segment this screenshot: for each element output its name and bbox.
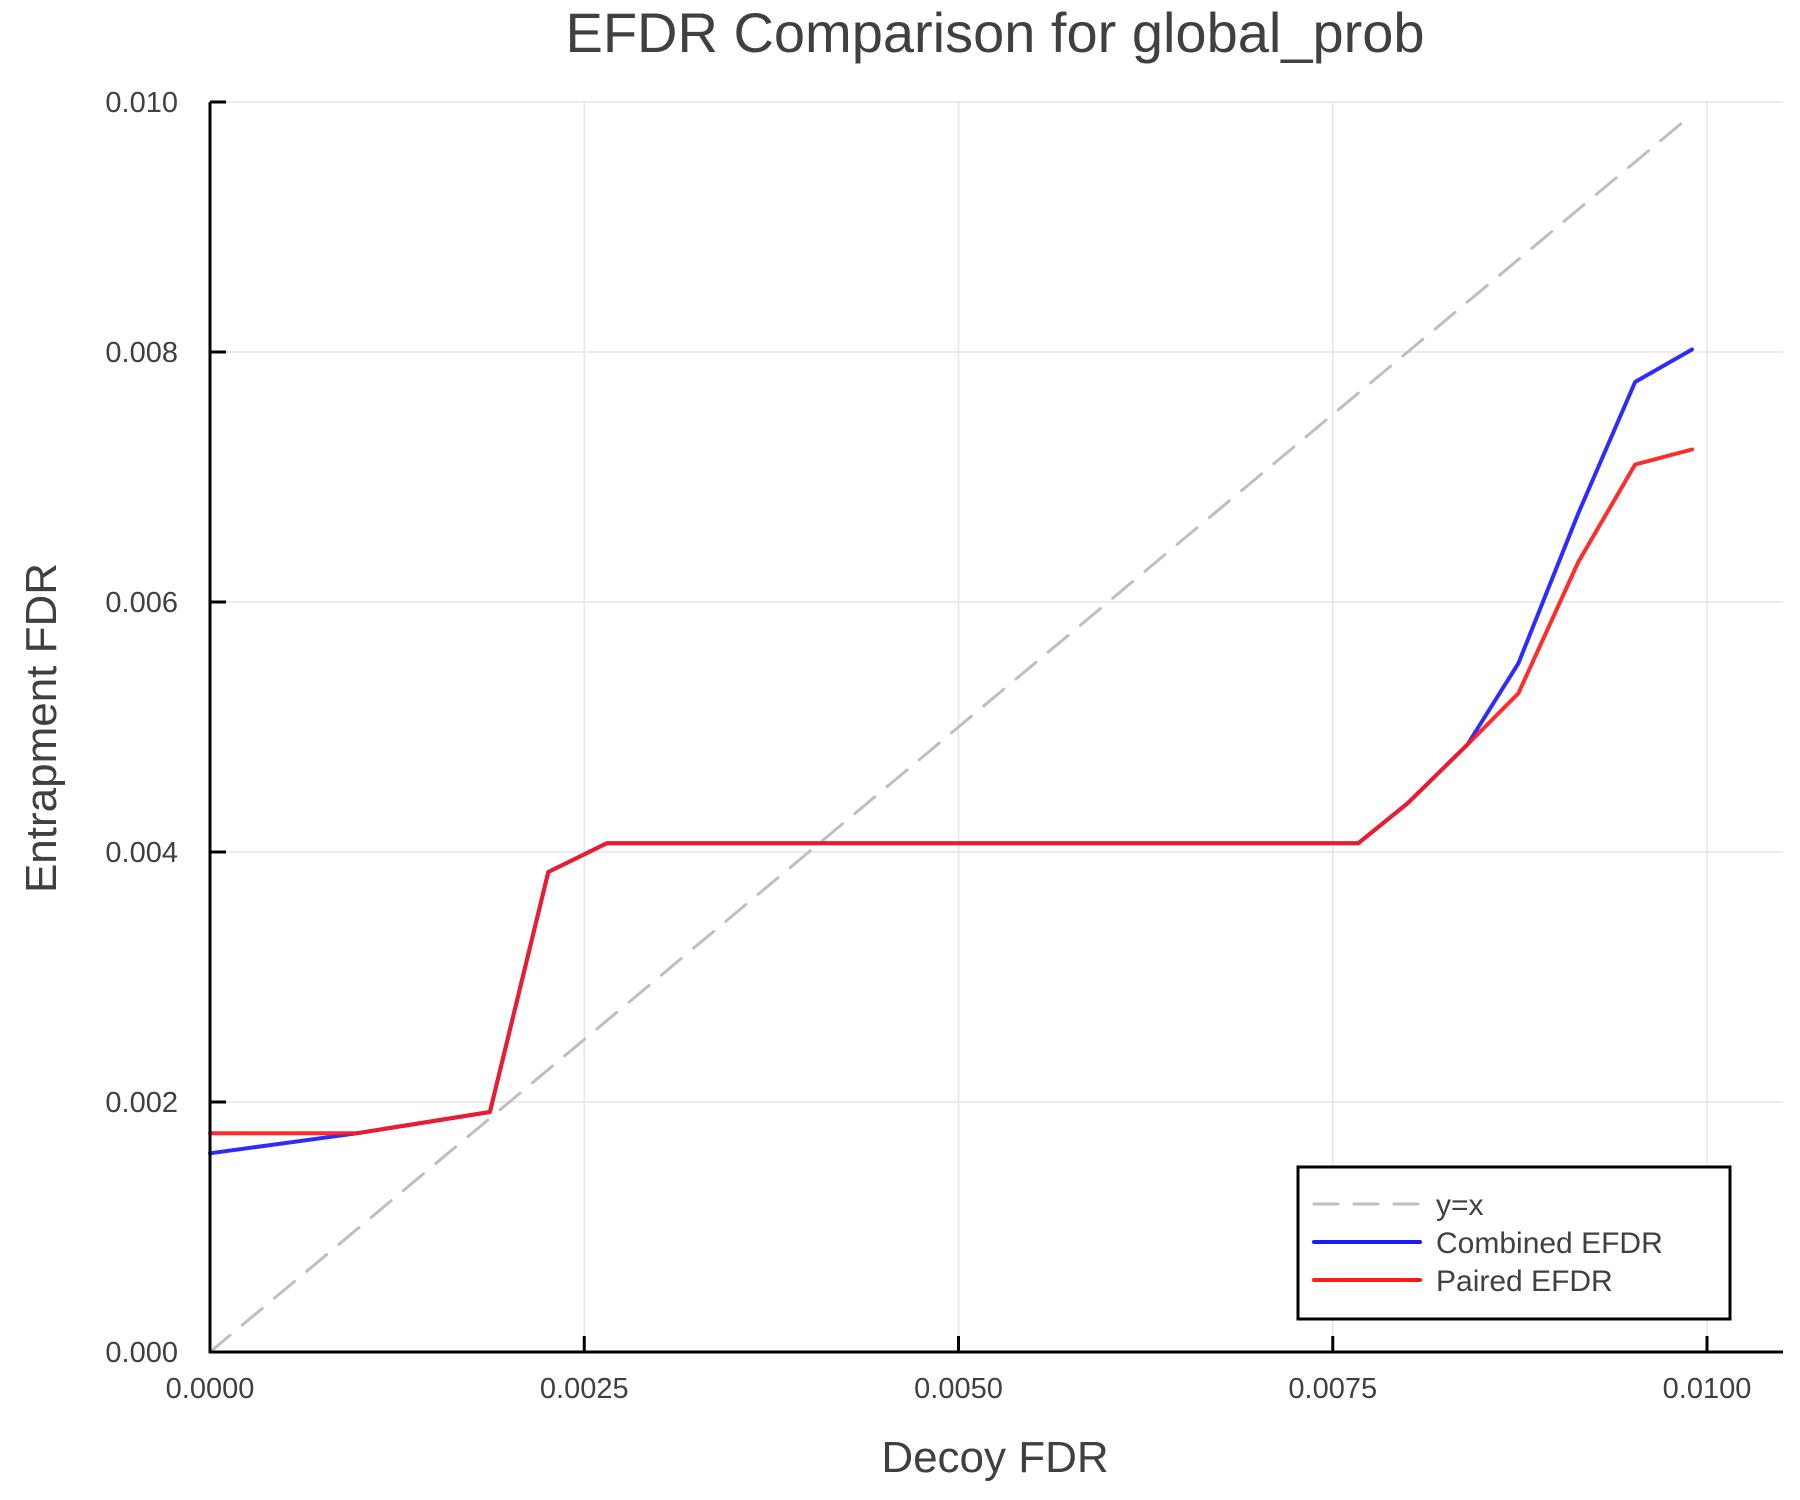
series-y-x bbox=[208, 113, 1694, 1354]
legend-label: y=x bbox=[1436, 1189, 1484, 1222]
y-tick-label: 0.002 bbox=[105, 1087, 178, 1119]
grid-lines bbox=[210, 101, 1783, 1352]
y-tick-label: 0.010 bbox=[105, 87, 178, 119]
series-paired-efdr bbox=[208, 447, 1694, 1136]
legend-items: y=x Combined EFDR Paired EFDR bbox=[1312, 1189, 1663, 1298]
y-tick-label: 0.006 bbox=[105, 587, 178, 619]
legend-label: Paired EFDR bbox=[1436, 1265, 1613, 1298]
series-combined-efdr bbox=[208, 347, 1694, 1156]
x-tick-label: 0.0100 bbox=[1663, 1373, 1752, 1405]
y-tick-label: 0.004 bbox=[105, 837, 178, 869]
y-axis-ticks: 0.000 0.002 0.004 0.006 0.008 0.010 bbox=[105, 87, 226, 1369]
x-axis-title: Decoy FDR bbox=[881, 1433, 1108, 1482]
y-tick-label: 0.008 bbox=[105, 337, 178, 369]
x-tick-label: 0.0075 bbox=[1288, 1373, 1377, 1405]
legend: y=x Combined EFDR Paired EFDR bbox=[1296, 1165, 1732, 1321]
y-axis-title: Entrapment FDR bbox=[17, 563, 66, 893]
x-tick-label: 0.0000 bbox=[166, 1373, 255, 1405]
legend-label: Combined EFDR bbox=[1436, 1227, 1663, 1260]
x-tick-label: 0.0050 bbox=[914, 1373, 1003, 1405]
x-tick-label: 0.0025 bbox=[540, 1373, 629, 1405]
y-tick-label: 0.000 bbox=[105, 1337, 178, 1369]
plot-series bbox=[208, 113, 1694, 1354]
chart-title: EFDR Comparison for global_prob bbox=[565, 1, 1424, 64]
x-axis-ticks: 0.0000 0.0025 0.0050 0.0075 0.0100 bbox=[166, 1336, 1752, 1405]
